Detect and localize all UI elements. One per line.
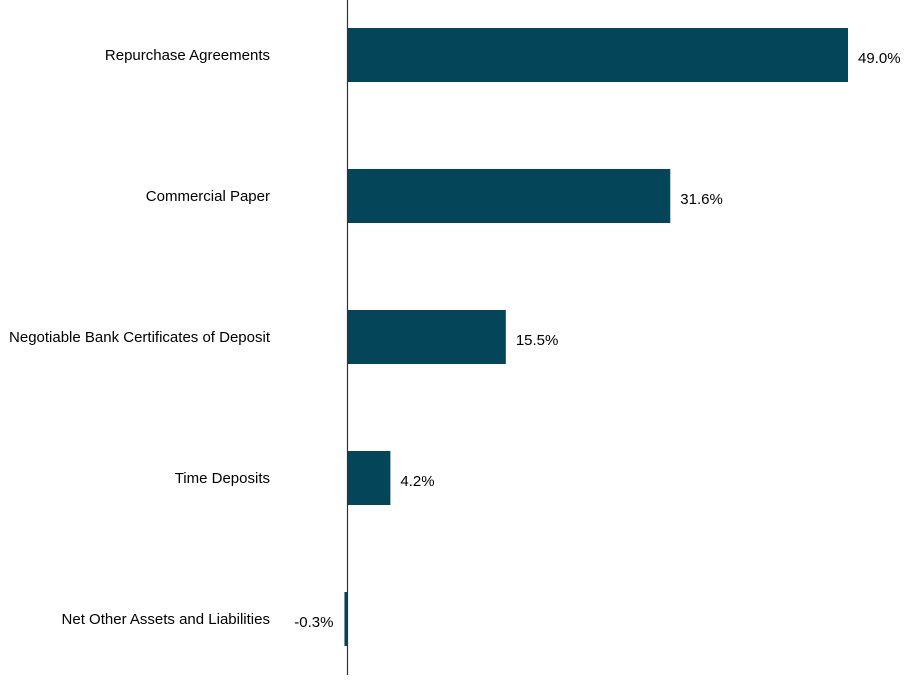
data-label: -0.3% <box>294 614 333 631</box>
bar <box>347 169 671 223</box>
category-label: Commercial Paper <box>146 188 270 205</box>
data-label: 31.6% <box>680 191 723 208</box>
data-label: 15.5% <box>516 332 559 349</box>
data-label: 49.0% <box>858 50 901 67</box>
category-label: Repurchase Agreements <box>105 47 270 64</box>
bar <box>344 592 348 646</box>
category-label: Net Other Assets and Liabilities <box>62 611 270 628</box>
data-label: 4.2% <box>400 473 434 490</box>
bar <box>347 451 391 505</box>
category-label: Negotiable Bank Certificates of Deposit <box>9 329 271 346</box>
bar <box>347 310 506 364</box>
category-label: Time Deposits <box>175 470 270 487</box>
bar <box>347 28 848 82</box>
